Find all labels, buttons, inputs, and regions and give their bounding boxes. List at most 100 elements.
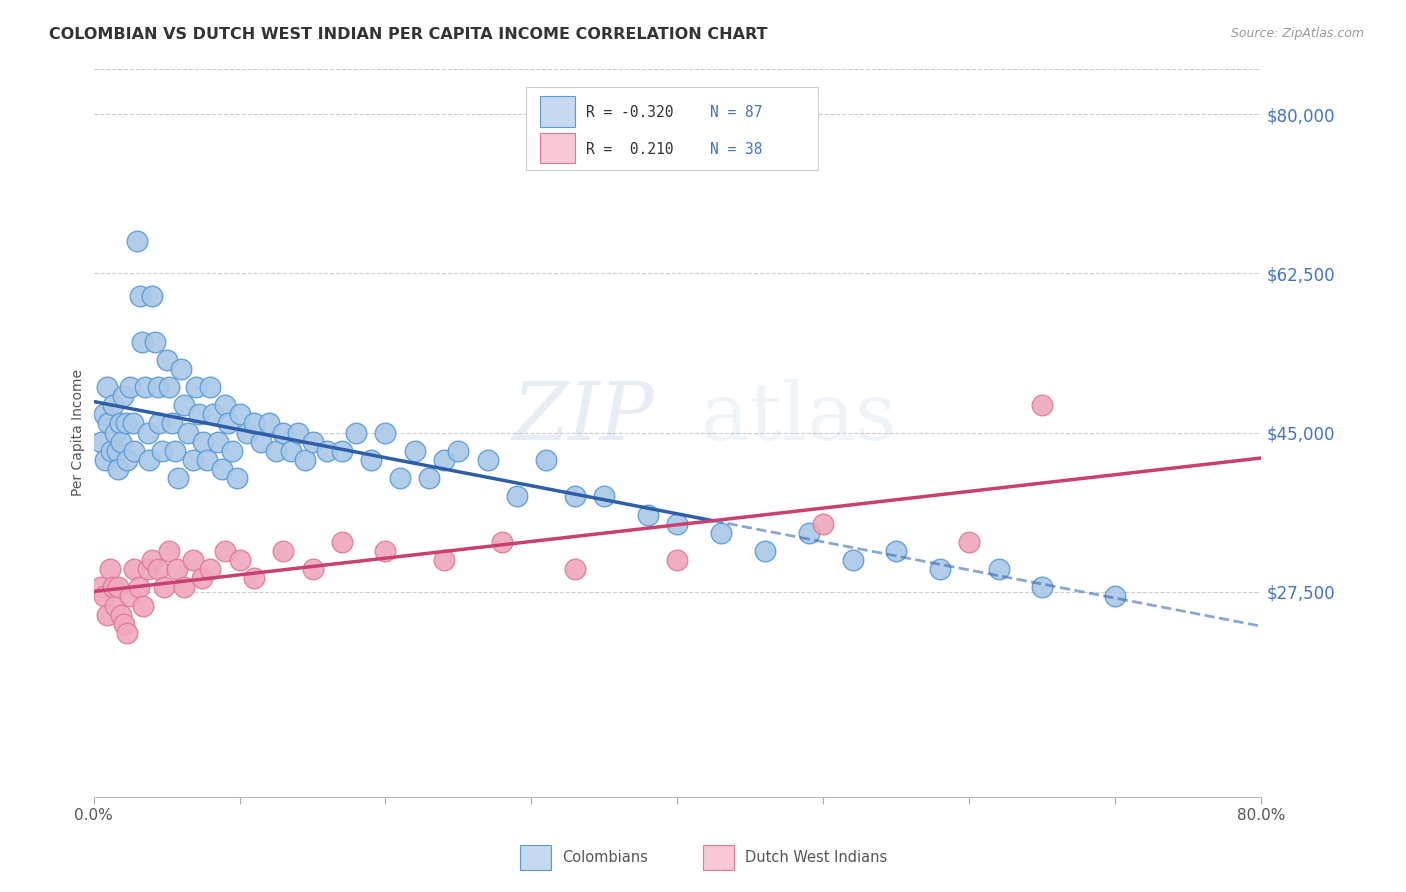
Point	[120, 380, 142, 394]
Point	[257, 417, 280, 431]
Point	[159, 544, 181, 558]
Point	[115, 453, 138, 467]
Point	[754, 544, 776, 558]
Point	[374, 425, 396, 440]
Point	[564, 489, 586, 503]
Point	[666, 516, 689, 531]
Point	[243, 571, 266, 585]
Point	[93, 590, 115, 604]
Point	[214, 398, 236, 412]
Point	[173, 398, 195, 412]
Point	[506, 489, 529, 503]
Point	[344, 425, 367, 440]
Point	[134, 380, 156, 394]
Point	[202, 408, 225, 422]
Point	[389, 471, 412, 485]
Point	[273, 425, 295, 440]
Point	[165, 443, 187, 458]
Point	[637, 508, 659, 522]
Point	[166, 562, 188, 576]
Point	[104, 425, 127, 440]
Bar	[540, 96, 575, 127]
Text: atlas: atlas	[700, 379, 896, 457]
Text: Source: ZipAtlas.com: Source: ZipAtlas.com	[1230, 27, 1364, 40]
Point	[287, 425, 309, 440]
Point	[813, 516, 835, 531]
Point	[162, 417, 184, 431]
Text: R =  0.210: R = 0.210	[586, 142, 673, 157]
Point	[200, 562, 222, 576]
Point	[97, 417, 120, 431]
Text: Dutch West Indians: Dutch West Indians	[745, 850, 887, 864]
Point	[211, 462, 233, 476]
Point	[228, 553, 250, 567]
Point	[710, 525, 733, 540]
Point	[225, 471, 247, 485]
Point	[170, 362, 193, 376]
Point	[447, 443, 470, 458]
Point	[273, 544, 295, 558]
Point	[96, 380, 118, 394]
Point	[191, 434, 214, 449]
Point	[228, 408, 250, 422]
Text: N = 38: N = 38	[710, 142, 762, 157]
Point	[110, 607, 132, 622]
Point	[131, 334, 153, 349]
Point	[404, 443, 426, 458]
Point	[214, 544, 236, 558]
Point	[167, 471, 190, 485]
Point	[141, 553, 163, 567]
Point	[190, 571, 212, 585]
Point	[593, 489, 616, 503]
Point	[107, 462, 129, 476]
Point	[122, 417, 145, 431]
Point	[146, 562, 169, 576]
Point	[316, 443, 339, 458]
Point	[94, 453, 117, 467]
Point	[797, 525, 820, 540]
Point	[200, 380, 222, 394]
Point	[330, 534, 353, 549]
Point	[129, 289, 152, 303]
Point	[107, 580, 129, 594]
FancyBboxPatch shape	[526, 87, 817, 170]
Point	[155, 352, 177, 367]
Point	[491, 534, 513, 549]
Point	[1104, 590, 1126, 604]
Point	[1031, 580, 1053, 594]
Point	[124, 562, 146, 576]
Point	[243, 417, 266, 431]
Point	[564, 562, 586, 576]
Point	[957, 534, 980, 549]
Point	[477, 453, 499, 467]
Point	[360, 453, 382, 467]
Point	[301, 562, 323, 576]
Point	[120, 590, 142, 604]
Point	[264, 443, 287, 458]
Point	[173, 580, 195, 594]
Point	[124, 443, 146, 458]
Point	[280, 443, 302, 458]
Point	[841, 553, 863, 567]
Point	[98, 562, 121, 576]
Point	[159, 380, 181, 394]
Point	[110, 434, 132, 449]
Point	[433, 453, 456, 467]
Point	[666, 553, 689, 567]
Point	[100, 443, 122, 458]
Text: COLOMBIAN VS DUTCH WEST INDIAN PER CAPITA INCOME CORRELATION CHART: COLOMBIAN VS DUTCH WEST INDIAN PER CAPIT…	[49, 27, 768, 42]
Point	[152, 580, 174, 594]
Point	[433, 553, 456, 567]
Point	[115, 625, 138, 640]
Point	[108, 417, 131, 431]
Point	[101, 580, 124, 594]
Point	[418, 471, 440, 485]
Point	[143, 334, 166, 349]
Point	[146, 380, 169, 394]
Point	[112, 616, 135, 631]
Point	[150, 443, 173, 458]
Point	[330, 443, 353, 458]
Point	[250, 434, 273, 449]
Point	[236, 425, 259, 440]
Point	[1031, 398, 1053, 412]
